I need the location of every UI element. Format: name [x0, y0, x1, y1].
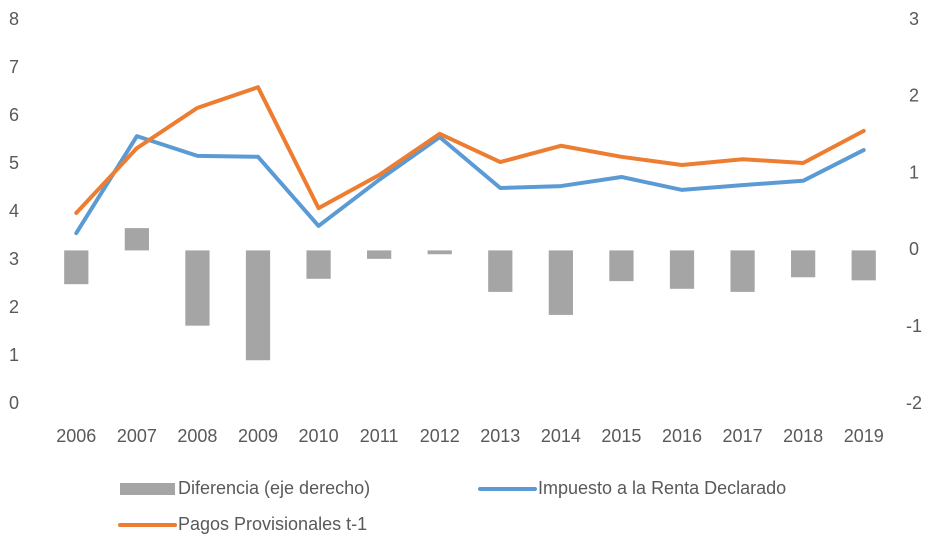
x-tick-label: 2018	[783, 426, 823, 446]
legend-swatch	[120, 483, 175, 495]
x-tick-label: 2011	[360, 426, 399, 446]
y-tick-label: 3	[9, 249, 19, 269]
bar	[427, 250, 452, 255]
x-tick-label: 2014	[541, 426, 581, 446]
bar	[367, 250, 392, 259]
bar	[185, 250, 210, 326]
x-tick-label: 2008	[177, 426, 217, 446]
x-tick-label: 2016	[662, 426, 702, 446]
y-tick-label: 0	[9, 393, 19, 413]
y2-tick-label: -2	[906, 393, 922, 413]
line	[74, 85, 866, 215]
bar	[669, 250, 695, 289]
bar	[245, 250, 271, 361]
x-tick-label: 2007	[117, 426, 157, 446]
y-tick-label: 8	[9, 9, 19, 29]
y2-tick-label: 2	[909, 86, 919, 106]
bar	[548, 250, 573, 315]
x-tick-label: 2013	[480, 426, 520, 446]
y2-tick-label: -1	[906, 316, 922, 336]
x-tick-label: 2006	[56, 426, 96, 446]
y2-tick-label: 1	[909, 162, 919, 182]
x-tick-label: 2017	[723, 426, 763, 446]
x-tick-label: 2010	[299, 426, 339, 446]
y-tick-label: 7	[9, 57, 19, 77]
y-tick-label: 2	[9, 297, 19, 317]
legend-label: Pagos Provisionales t-1	[178, 514, 367, 534]
bar	[609, 250, 634, 282]
x-tick-label: 2019	[844, 426, 884, 446]
legend-label: Impuesto a la Renta Declarado	[538, 478, 786, 498]
bar	[730, 250, 755, 292]
y-tick-label: 1	[9, 345, 19, 365]
line	[74, 134, 866, 236]
y-tick-label: 4	[9, 201, 19, 221]
bar	[488, 250, 513, 292]
y2-tick-label: 3	[909, 9, 919, 29]
x-tick-label: 2009	[238, 426, 278, 446]
y-tick-label: 5	[9, 153, 19, 173]
y2-tick-label: 0	[909, 239, 919, 259]
bar	[851, 250, 876, 281]
bar	[791, 250, 816, 278]
x-tick-label: 2012	[420, 426, 460, 446]
bar	[64, 250, 89, 285]
y-tick-label: 6	[9, 105, 19, 125]
legend-label: Diferencia (eje derecho)	[178, 478, 370, 498]
bar	[124, 228, 149, 251]
bar	[306, 250, 331, 279]
x-tick-label: 2015	[601, 426, 641, 446]
